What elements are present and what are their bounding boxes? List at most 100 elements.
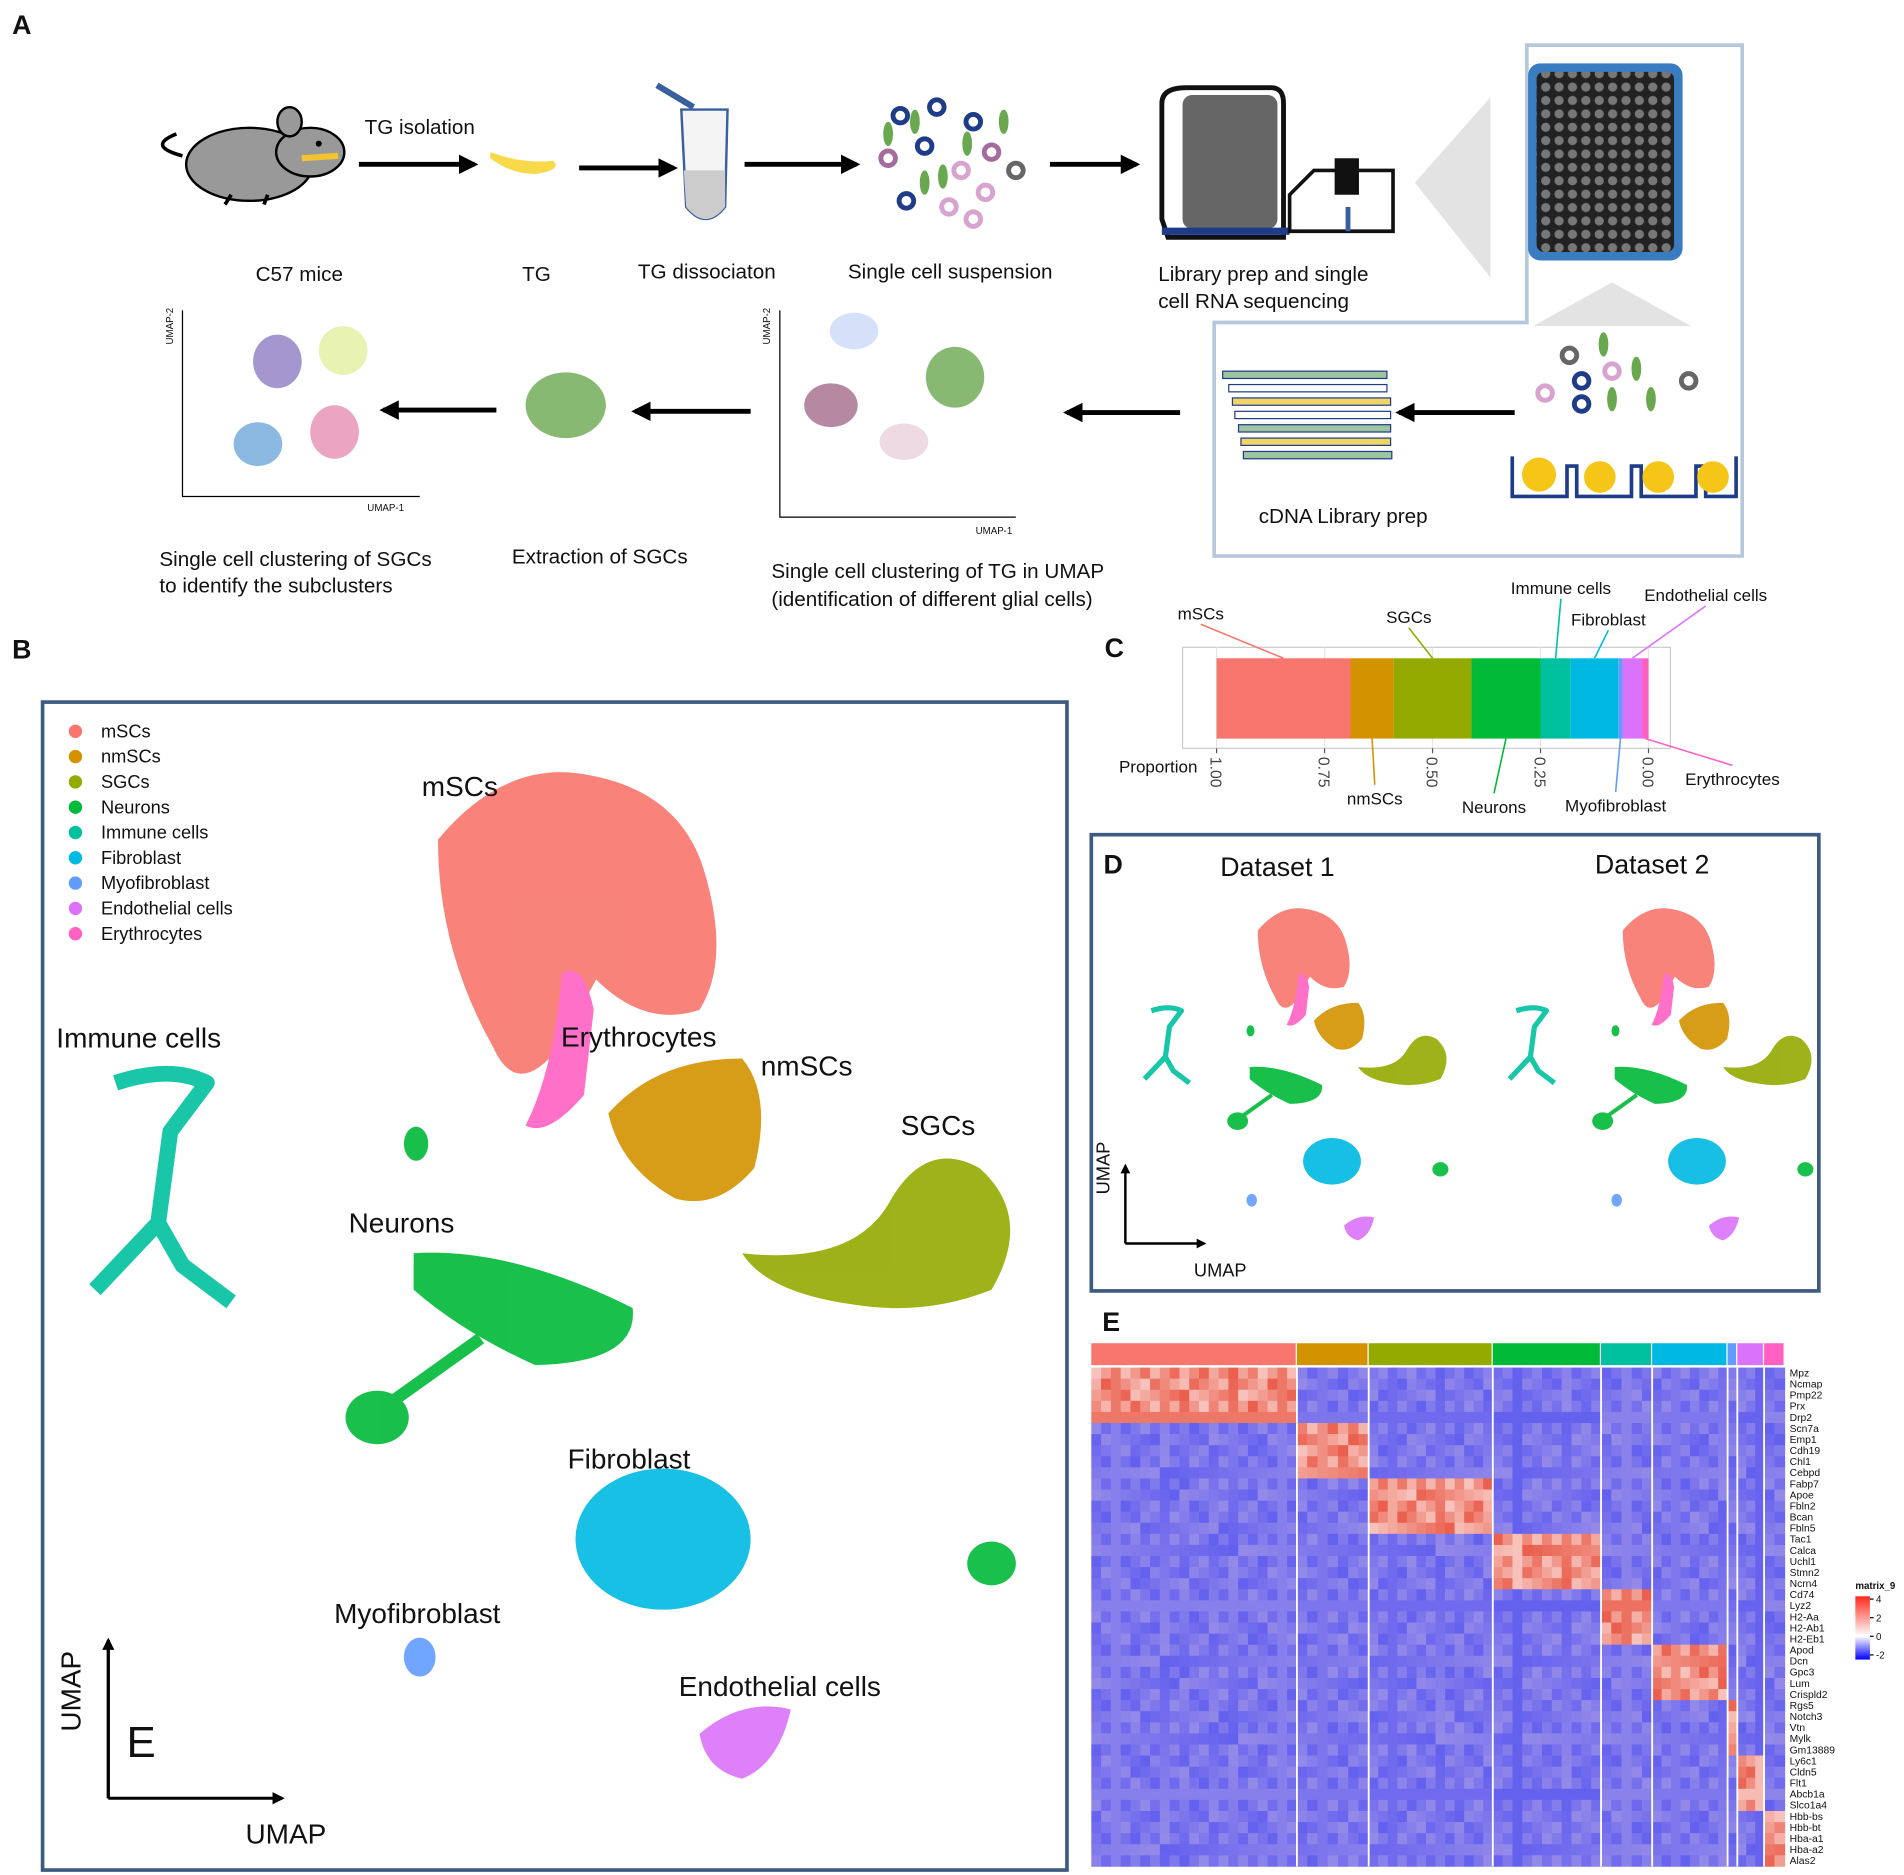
heat-cell — [1680, 1367, 1691, 1380]
heat-cell — [1296, 1689, 1308, 1701]
step-label: cell RNA sequencing — [1158, 290, 1349, 313]
heat-cell — [1199, 1445, 1210, 1457]
heat-cell — [1652, 1711, 1662, 1723]
heat-cell — [1130, 1766, 1141, 1779]
heat-cell — [1327, 1434, 1339, 1446]
heat-cell — [1661, 1456, 1672, 1468]
heat-cell — [1454, 1733, 1465, 1745]
heat-cell — [1101, 1500, 1112, 1513]
heat-cell — [1179, 1700, 1190, 1712]
heat-cell — [1238, 1788, 1249, 1801]
heat-cell — [1680, 1600, 1691, 1612]
heat-cell — [1737, 1689, 1747, 1701]
heat-cell — [1348, 1822, 1359, 1834]
heat-cell — [1208, 1644, 1219, 1657]
heat-cell — [1228, 1755, 1239, 1767]
heat-cell — [1368, 1411, 1379, 1424]
heat-cell — [1561, 1822, 1572, 1834]
heat-cell — [1257, 1810, 1268, 1823]
heat-cell — [1621, 1689, 1633, 1701]
heat-cell — [1551, 1389, 1563, 1402]
heat-cell — [1746, 1389, 1756, 1402]
heat-cell — [1652, 1822, 1662, 1834]
heat-cell — [1101, 1522, 1112, 1535]
heat-cell — [1406, 1722, 1417, 1734]
heat-cell — [1169, 1644, 1180, 1657]
heat-cell — [1652, 1411, 1662, 1424]
heat-cell — [1502, 1633, 1513, 1646]
heat-cell — [1228, 1611, 1239, 1623]
heat-cell — [1699, 1589, 1710, 1601]
heat-cell — [1542, 1689, 1553, 1701]
heat-cell — [1348, 1777, 1359, 1790]
heat-cell — [1483, 1500, 1494, 1513]
heat-cell — [1764, 1567, 1775, 1579]
heat-cell — [1307, 1400, 1318, 1413]
heat-cell — [1774, 1389, 1786, 1402]
heat-cell — [1746, 1844, 1756, 1856]
heat-cell — [1296, 1744, 1308, 1756]
heat-cell — [1671, 1367, 1681, 1380]
heat-cell — [1512, 1633, 1523, 1646]
heat-cell — [1287, 1666, 1298, 1679]
heat-cell — [1397, 1567, 1408, 1579]
heat-cell — [1591, 1822, 1602, 1834]
heat-cell — [1746, 1733, 1756, 1745]
heat-cell — [1689, 1733, 1700, 1745]
heat-cell — [1445, 1389, 1455, 1402]
heat-cell — [1110, 1600, 1122, 1612]
heat-cell — [1492, 1666, 1503, 1679]
heat-cell — [1652, 1788, 1662, 1801]
heat-cell — [1358, 1722, 1370, 1734]
heat-cell — [1387, 1400, 1398, 1413]
heat-cell — [1621, 1666, 1633, 1679]
heat-cell — [1464, 1777, 1475, 1790]
heat-cell — [1445, 1677, 1455, 1690]
heat-cell — [1727, 1744, 1738, 1756]
heat-cell — [1631, 1788, 1643, 1801]
heat-cell — [1473, 1467, 1484, 1479]
heat-cell — [1179, 1589, 1190, 1601]
heat-cell — [1218, 1633, 1229, 1646]
heat-cell — [1397, 1611, 1408, 1623]
heat-cell — [1120, 1467, 1131, 1479]
heat-cell — [1502, 1456, 1513, 1468]
heat-cell — [1120, 1400, 1131, 1413]
heat-cell — [1238, 1611, 1249, 1623]
heat-cell — [1189, 1522, 1200, 1535]
heat-cell — [1473, 1822, 1484, 1834]
heat-cell — [1140, 1489, 1151, 1501]
heat-cell — [1522, 1434, 1533, 1446]
heat-cell — [1671, 1666, 1681, 1679]
heat-cell — [1708, 1777, 1719, 1790]
heat-cell — [1445, 1689, 1455, 1701]
heat-cell — [1718, 1456, 1728, 1468]
heat-cell — [1631, 1611, 1643, 1623]
heat-cell — [1542, 1389, 1553, 1402]
heat-cell — [1522, 1456, 1533, 1468]
heat-cell — [1120, 1633, 1131, 1646]
heat-cell — [1611, 1611, 1622, 1623]
heat-cell — [1502, 1755, 1513, 1767]
heat-cell — [1169, 1456, 1180, 1468]
heat-cell — [1228, 1600, 1239, 1612]
heat-cell — [1727, 1445, 1738, 1457]
heat-cell — [1591, 1766, 1602, 1779]
heat-cell — [1169, 1500, 1180, 1513]
heat-cell — [1397, 1544, 1408, 1557]
heat-cell — [1755, 1755, 1765, 1767]
heat-cell — [1671, 1799, 1681, 1812]
heat-cell — [1621, 1367, 1633, 1380]
heat-cell — [1641, 1400, 1653, 1413]
heat-cell — [1091, 1633, 1102, 1646]
heat-cell — [1492, 1655, 1503, 1668]
heat-cell — [1307, 1422, 1318, 1435]
heat-cell — [1287, 1822, 1298, 1834]
heat-cell — [1277, 1422, 1288, 1435]
heat-cell — [1774, 1777, 1786, 1790]
heat-cell — [1337, 1389, 1349, 1402]
heat-cell — [1120, 1810, 1131, 1823]
heat-cell — [1179, 1622, 1190, 1634]
heat-cell — [1774, 1711, 1786, 1723]
heat-cell — [1464, 1556, 1475, 1568]
